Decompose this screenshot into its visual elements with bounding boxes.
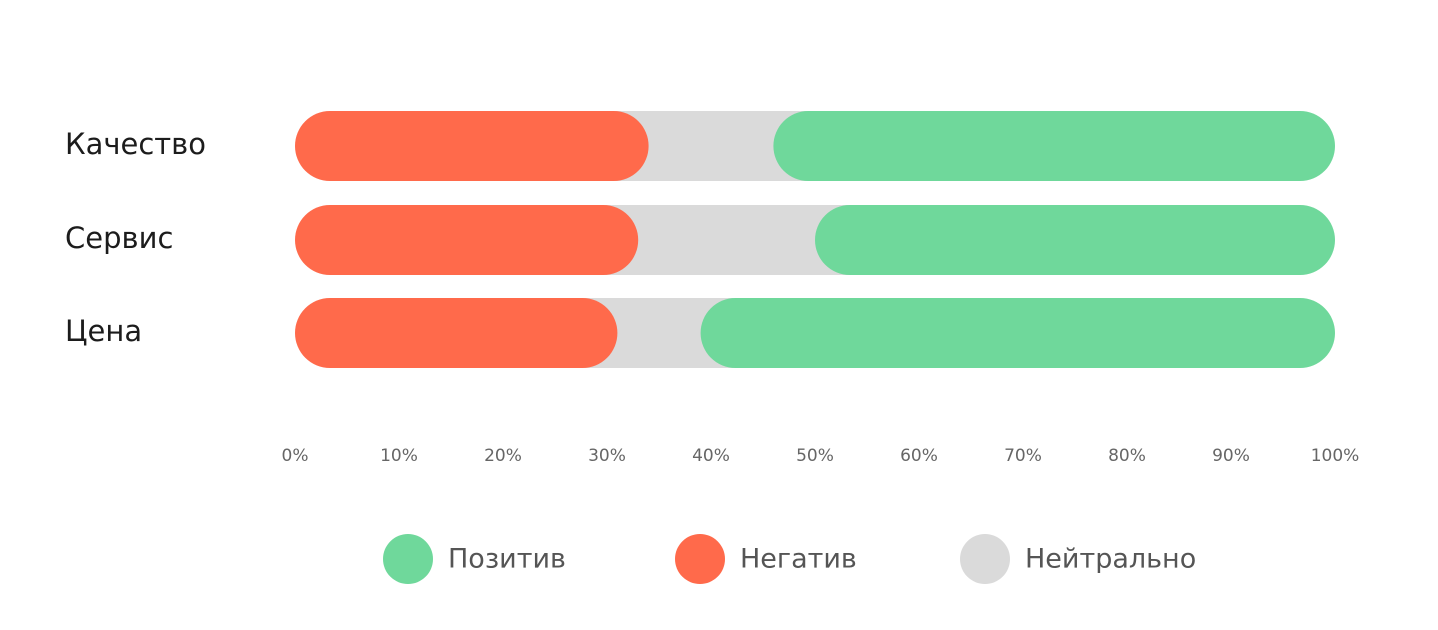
legend-swatch: [675, 534, 725, 584]
legend-label: Нейтрально: [1025, 544, 1196, 575]
x-tick-label: 40%: [692, 446, 730, 466]
bar-negative: [295, 205, 639, 275]
bar-positive: [773, 111, 1335, 181]
x-tick-label: 20%: [484, 446, 522, 466]
bar-positive: [815, 205, 1335, 275]
bar-positive: [700, 298, 1335, 368]
x-tick-label: 70%: [1004, 446, 1042, 466]
legend-label: Негатив: [740, 544, 857, 575]
x-tick-label: 50%: [796, 446, 834, 466]
legend-label: Позитив: [448, 544, 566, 575]
legend-swatch: [383, 534, 433, 584]
x-tick-label: 90%: [1212, 446, 1250, 466]
category-label: Качество: [65, 127, 206, 161]
x-tick-label: 60%: [900, 446, 938, 466]
x-tick-label: 100%: [1311, 446, 1360, 466]
x-tick-label: 30%: [588, 446, 626, 466]
x-tick-label: 80%: [1108, 446, 1146, 466]
category-label: Сервис: [65, 221, 173, 255]
x-tick-label: 10%: [380, 446, 418, 466]
bar-negative: [295, 111, 649, 181]
bar-negative: [295, 298, 618, 368]
legend-swatch: [960, 534, 1010, 584]
x-tick-label: 0%: [282, 446, 309, 466]
category-label: Цена: [65, 314, 142, 348]
bar-neutral: [603, 205, 850, 275]
